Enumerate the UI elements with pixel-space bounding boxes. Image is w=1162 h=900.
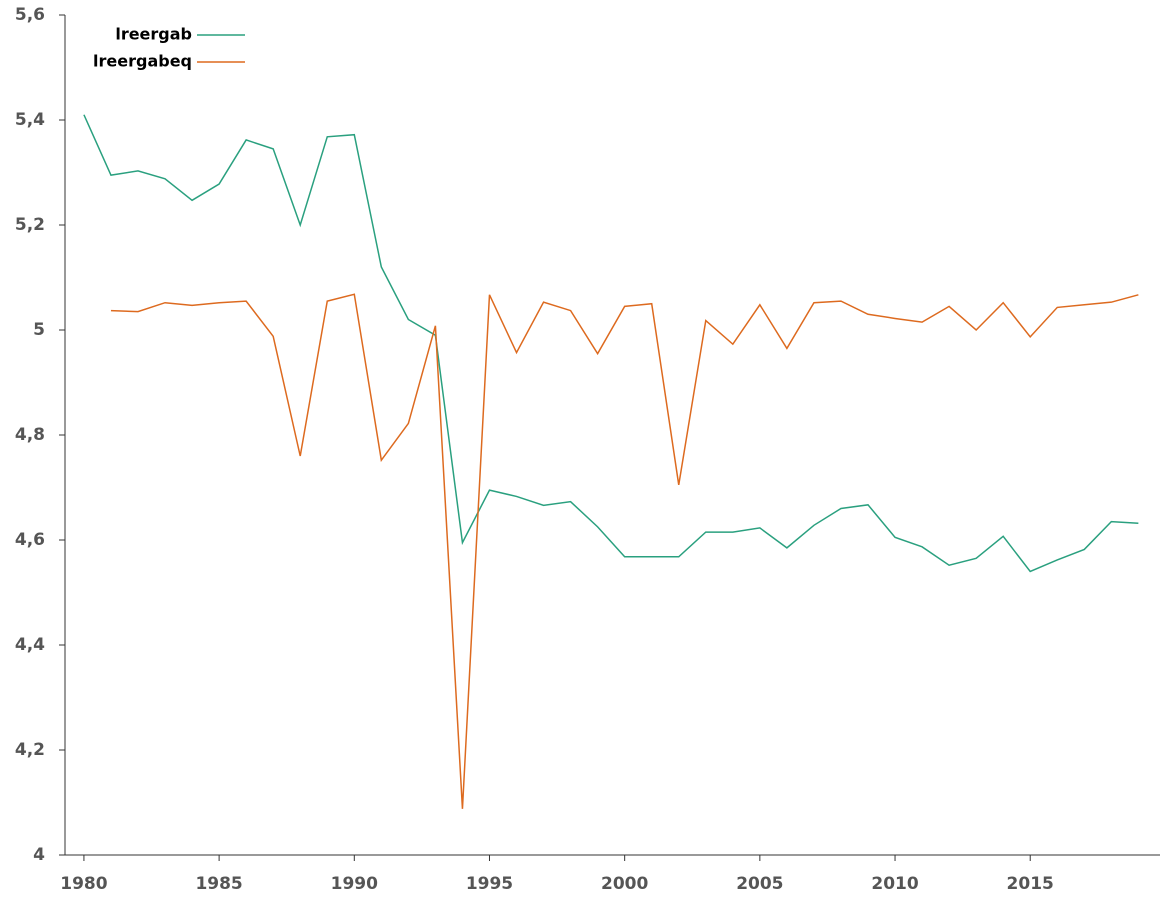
x-tick-label: 1985: [195, 874, 242, 894]
y-tick-label: 4,4: [15, 635, 45, 655]
y-tick-label: 4,2: [15, 740, 45, 760]
y-tick-label: 5: [33, 320, 45, 340]
y-tick-label: 4,8: [15, 425, 45, 445]
x-tick-label: 1990: [331, 874, 378, 894]
legend-label: lreergabeq: [93, 52, 192, 71]
y-tick-label: 5,6: [15, 5, 45, 25]
series-line: [83, 114, 1139, 573]
x-tick-label: 2010: [871, 874, 918, 894]
series-line: [110, 293, 1139, 809]
y-tick-label: 5,4: [15, 110, 45, 130]
y-tick-label: 5,2: [15, 215, 45, 235]
y-tick-label: 4,6: [15, 530, 45, 550]
x-tick-label: 1980: [60, 874, 107, 894]
x-tick-label: 2015: [1007, 874, 1054, 894]
y-tick-label: 4: [33, 845, 45, 865]
x-tick-label: 2000: [601, 874, 648, 894]
x-tick-label: 1995: [466, 874, 513, 894]
x-tick-label: 2005: [736, 874, 783, 894]
legend-label: lreergab: [115, 25, 192, 44]
